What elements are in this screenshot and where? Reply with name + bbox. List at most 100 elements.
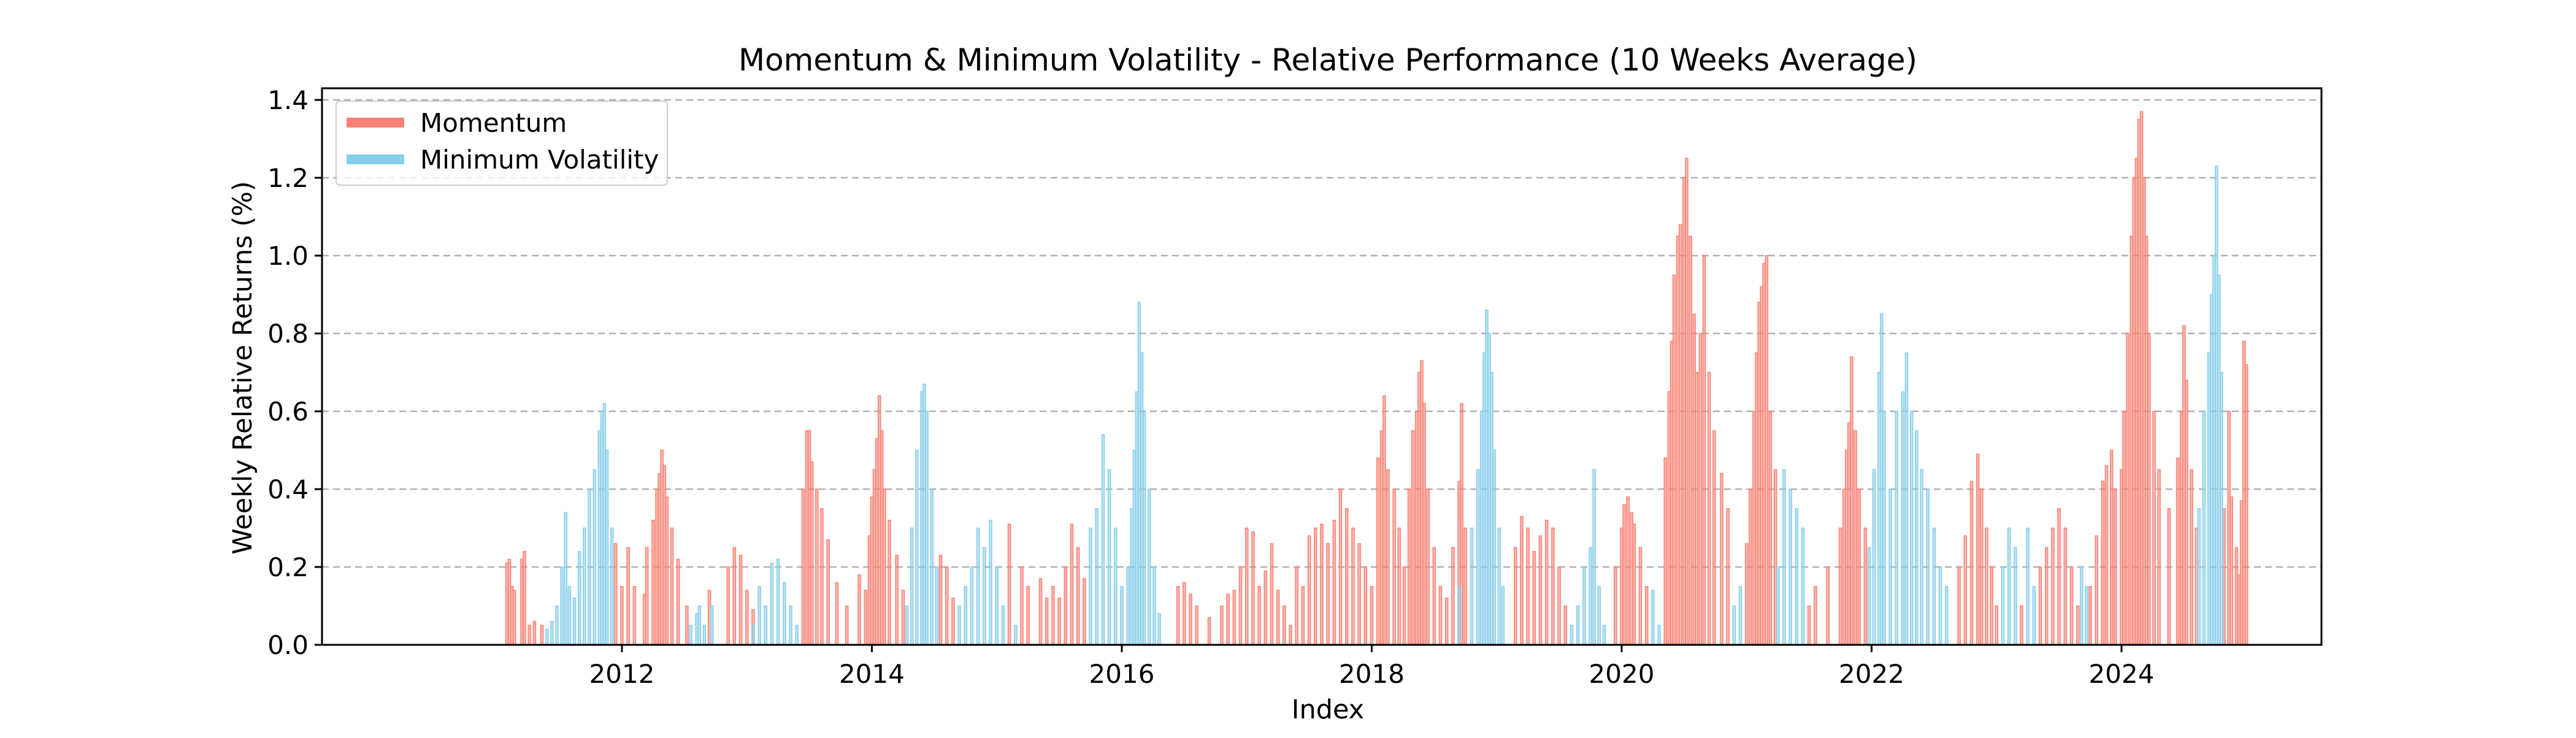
bar-series-1-39 [970, 566, 974, 645]
bar-series-1-51 [1120, 586, 1124, 645]
bar-series-1-101 [1926, 489, 1930, 645]
bar-series-0-143 [1695, 371, 1698, 645]
bar-series-0-115 [1463, 527, 1468, 645]
bar-series-1-36 [935, 566, 939, 645]
bar-series-1-44 [1001, 605, 1005, 645]
bar-series-0-158 [1768, 411, 1773, 645]
bar-series-0-168 [1853, 430, 1857, 645]
bar-series-1-6 [572, 598, 577, 645]
bar-series-1-16 [689, 625, 692, 645]
bar-series-0-171 [1957, 566, 1961, 645]
bar-series-0-183 [2057, 508, 2061, 645]
bar-series-0-133 [1663, 457, 1668, 645]
bar-series-0-118 [1526, 527, 1530, 645]
bar-series-1-8 [583, 527, 586, 645]
bar-series-0-123 [1557, 566, 1561, 645]
bar-series-1-45 [1014, 625, 1018, 645]
bar-series-0-10 [620, 586, 624, 645]
bar-series-0-22 [676, 558, 680, 645]
bar-series-0-63 [1076, 547, 1080, 645]
bar-series-0-49 [895, 555, 899, 645]
bar-series-0-176 [1985, 527, 1988, 645]
x-tick-label-4: 2020 [1589, 659, 1655, 689]
bar-series-1-96 [1901, 391, 1905, 645]
bar-series-1-61 [1157, 613, 1161, 645]
bar-series-1-93 [1882, 411, 1886, 645]
bar-series-1-20 [710, 605, 714, 645]
bar-series-0-8 [540, 625, 544, 645]
bar-series-0-151 [1749, 489, 1752, 645]
bar-series-1-103 [1938, 566, 1942, 645]
bar-series-1-83 [1738, 586, 1742, 645]
bar-series-0-194 [2122, 411, 2126, 645]
bar-series-1-85 [1782, 469, 1786, 645]
bar-series-0-181 [2045, 547, 2049, 645]
bar-series-0-84 [1307, 535, 1311, 645]
bar-series-1-89 [1867, 547, 1871, 645]
bar-series-0-148 [1720, 473, 1723, 645]
bar-series-0-211 [2190, 469, 2193, 645]
bar-series-0-188 [2095, 535, 2098, 645]
bar-series-0-30 [801, 489, 805, 645]
bar-series-0-39 [857, 574, 861, 645]
bar-series-0-56 [1026, 586, 1030, 645]
bar-series-0-75 [1251, 531, 1255, 645]
bar-series-1-77 [1592, 469, 1596, 645]
legend-swatch-min-vol [347, 154, 404, 164]
bar-series-1-43 [995, 566, 999, 645]
bar-series-0-6 [527, 625, 531, 645]
bar-series-0-130 [1632, 523, 1636, 645]
bar-series-1-48 [1101, 434, 1105, 645]
bar-series-0-117 [1520, 515, 1524, 645]
bar-series-0-69 [1207, 617, 1211, 645]
bar-series-1-95 [1895, 411, 1898, 645]
bar-series-1-10 [592, 469, 596, 645]
bar-series-0-220 [2245, 364, 2248, 645]
bar-series-1-31 [915, 449, 919, 645]
bar-series-0-149 [1726, 508, 1730, 645]
bar-series-0-125 [1614, 566, 1617, 645]
bar-series-1-37 [957, 605, 961, 645]
bar-series-1-97 [1904, 352, 1909, 645]
bar-series-0-79 [1276, 590, 1280, 645]
axes: 0.0 0.2 0.4 0.6 0.8 1.0 1.2 1.4 2012 2014 2016 2018… [267, 85, 2323, 689]
bar-series-0-74 [1245, 527, 1249, 645]
bar-series-1-64 [1476, 469, 1480, 645]
bar-series-0-141 [1689, 235, 1692, 645]
bar-series-0-11 [626, 547, 630, 645]
legend: Momentum Minimum Volatility [335, 101, 668, 186]
bar-series-0-60 [1057, 598, 1061, 645]
bar-series-0-147 [1712, 430, 1716, 645]
bar-series-0-204 [2152, 411, 2156, 645]
bar-series-1-28 [795, 625, 799, 645]
bar-series-0-59 [1051, 586, 1055, 645]
bar-series-1-4 [564, 512, 568, 645]
bar-series-0-110 [1438, 586, 1443, 645]
bar-series-0-98 [1386, 469, 1390, 645]
bar-series-0-169 [1857, 489, 1861, 645]
bar-series-0-138 [1679, 224, 1682, 645]
bar-series-0-109 [1432, 547, 1436, 645]
bar-series-0-78 [1270, 543, 1274, 645]
bar-series-0-92 [1357, 543, 1361, 645]
bar-series-0-145 [1702, 255, 1706, 645]
bar-series-1-90 [1872, 469, 1876, 645]
bar-series-0-136 [1672, 275, 1676, 645]
bar-series-0-131 [1638, 547, 1643, 645]
bar-series-0-34 [815, 489, 819, 645]
bar-series-0-23 [685, 605, 689, 645]
bar-series-0-174 [1976, 454, 1980, 645]
bar-series-0-3 [513, 590, 516, 645]
bar-series-0-162 [1826, 566, 1830, 645]
bar-series-1-109 [2032, 586, 2036, 645]
bar-series-1-42 [989, 520, 992, 645]
bar-series-1-25 [776, 558, 780, 645]
x-axis-label: Index [1292, 694, 1364, 725]
bar-series-1-24 [770, 562, 774, 645]
bar-series-1-9 [588, 489, 591, 645]
bar-series-0-61 [1064, 566, 1068, 645]
bar-series-1-34 [925, 411, 929, 645]
bar-series-0-27 [738, 555, 743, 645]
bar-series-0-73 [1238, 566, 1243, 645]
bar-series-1-46 [1089, 527, 1092, 645]
